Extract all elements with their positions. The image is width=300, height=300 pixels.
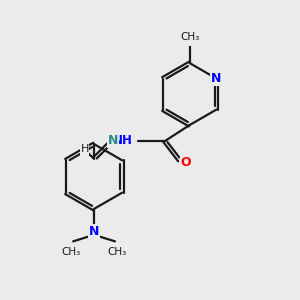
Text: O: O <box>181 156 191 169</box>
Text: N: N <box>211 72 222 85</box>
Text: N: N <box>89 225 99 239</box>
Text: CH₃: CH₃ <box>61 247 81 256</box>
Text: CH₃: CH₃ <box>107 247 127 256</box>
Text: CH₃: CH₃ <box>180 32 200 42</box>
Text: H: H <box>80 144 89 154</box>
Text: NH: NH <box>113 134 133 147</box>
Text: N: N <box>108 134 119 147</box>
